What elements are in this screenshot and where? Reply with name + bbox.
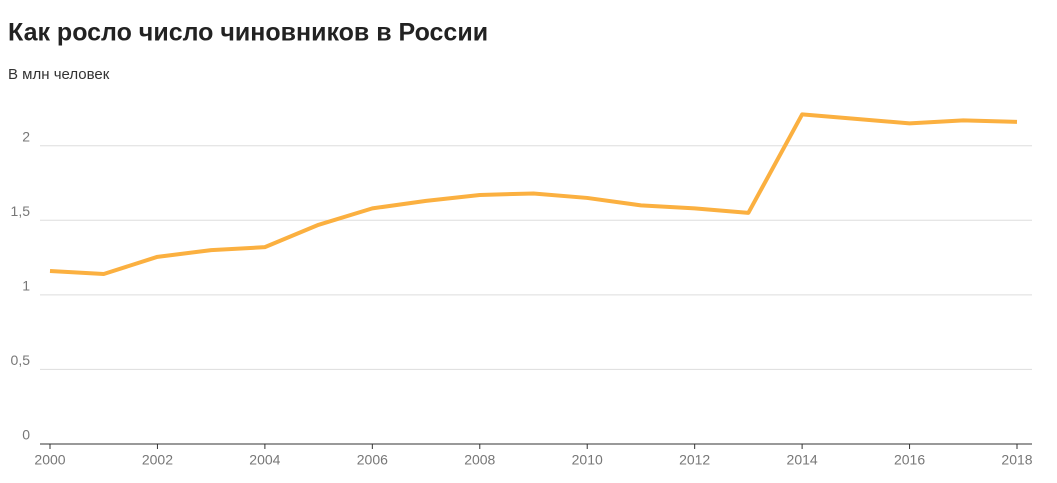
y-tick-label: 0	[22, 427, 30, 443]
y-tick-label: 1	[22, 278, 30, 294]
y-tick-label: 2	[22, 128, 30, 144]
x-tick-label: 2006	[357, 452, 388, 468]
data-line	[49, 112, 1018, 276]
y-tick-label: 0,5	[11, 352, 31, 368]
x-tick-label: 2018	[1001, 452, 1032, 468]
x-tick-label: 2010	[572, 452, 603, 468]
x-tick-label: 2016	[894, 452, 925, 468]
x-tick-label: 2012	[679, 452, 710, 468]
x-tick-label: 2002	[142, 452, 173, 468]
chart-title: Как росло число чиновников в России	[8, 19, 488, 47]
x-tick-label: 2004	[249, 452, 280, 468]
y-tick-label: 1,5	[11, 203, 31, 219]
x-tick-label: 2008	[464, 452, 495, 468]
x-tick-label: 2000	[34, 452, 65, 468]
chart-subtitle: В млн человек	[8, 66, 110, 83]
x-tick-label: 2014	[787, 452, 818, 468]
